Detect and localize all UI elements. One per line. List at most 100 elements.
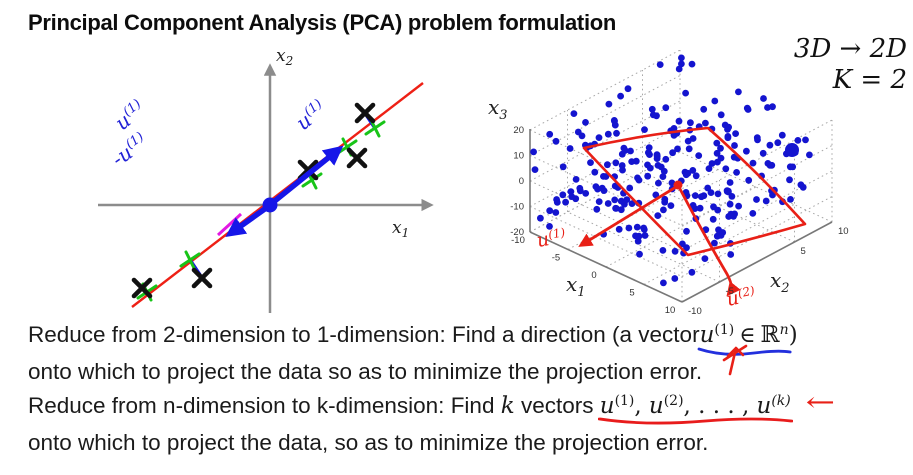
scatter-dot xyxy=(626,184,634,192)
x1-axis-label-3d: x1 xyxy=(566,272,586,300)
scatter-dot xyxy=(749,159,757,167)
grid-line xyxy=(529,129,683,201)
scatter-dot xyxy=(679,240,686,248)
paragraph-nd-to-kd: Reduce from n-dimension to k-dimension: … xyxy=(28,387,900,460)
scatter-dot xyxy=(595,198,603,206)
scatter-dot xyxy=(794,137,802,144)
scatter-dot xyxy=(789,163,797,171)
scatter-dot xyxy=(617,206,625,214)
scatter-dot xyxy=(634,237,642,245)
tick-label: 20 xyxy=(513,125,524,136)
grid-line xyxy=(679,151,833,223)
scatter-dot xyxy=(594,185,601,193)
scatter-dot xyxy=(678,54,685,62)
scatter-dot xyxy=(786,176,793,184)
data-cross xyxy=(346,147,368,169)
scatter-dot xyxy=(570,110,578,117)
scatter-dot xyxy=(562,198,569,206)
scatter-dot xyxy=(753,134,761,142)
math-u1-in-Rn: u(1) ∈ ℝn xyxy=(697,322,792,376)
scatter-dot xyxy=(611,121,619,129)
scatter-dot xyxy=(591,168,599,176)
tick-label: 10 xyxy=(665,305,676,316)
tick-label: 0 xyxy=(519,176,524,187)
data-cross xyxy=(191,267,213,289)
scatter-dot xyxy=(546,223,553,230)
tick-label: 5 xyxy=(629,288,634,299)
scatter-dot xyxy=(698,193,705,201)
scatter-dot xyxy=(656,61,664,68)
scatter-dot xyxy=(682,171,690,179)
scatter-dot xyxy=(612,159,620,167)
scatter-dot xyxy=(691,192,699,200)
scatter-dot xyxy=(593,205,601,213)
scatter-dot xyxy=(600,187,608,195)
scatter-dot xyxy=(724,134,732,142)
dimension-note: 3D → 2D K = 2 xyxy=(735,34,907,96)
scatter-dot xyxy=(787,196,794,203)
scatter-dot xyxy=(604,200,612,207)
scatter-dot xyxy=(730,153,738,161)
scatter-dot xyxy=(604,161,611,169)
scatter-dot xyxy=(645,144,653,151)
grid-line xyxy=(681,170,833,252)
scatter-dot xyxy=(660,279,667,287)
scatter-dot xyxy=(774,139,782,147)
scatter-dot xyxy=(709,215,717,223)
scatter-dot xyxy=(659,247,667,254)
math-u-vector-list: u(1), u(2), . . . , u(k) xyxy=(597,393,793,425)
scatter-dot xyxy=(654,212,662,220)
scatter-dot xyxy=(707,189,715,197)
scatter-dot xyxy=(692,172,700,180)
handwritten-u2-3d: u(2) xyxy=(724,283,757,311)
scatter-dot xyxy=(806,151,813,159)
scatter-dot xyxy=(613,129,620,137)
scatter-dot xyxy=(744,106,752,113)
scatter-dot xyxy=(632,232,639,240)
data-marks xyxy=(131,102,386,302)
scatter-dot xyxy=(566,145,574,152)
scatter-dot xyxy=(625,224,633,232)
tick-label: 10 xyxy=(838,226,849,237)
red-up-arrow-annotation xyxy=(722,344,747,376)
u1-arrow-3d xyxy=(578,185,678,247)
scatter-dot xyxy=(713,139,721,147)
scatter-dot xyxy=(695,152,703,159)
scatter-dot xyxy=(700,105,708,113)
tick-label: -20 xyxy=(510,227,524,238)
p1-line1: Reduce from 2-dimension to 1-dimension: … xyxy=(28,318,900,376)
p2-mid: vectors xyxy=(520,393,594,418)
scatter-dot xyxy=(702,119,709,127)
tick-label: -10 xyxy=(510,202,524,213)
scatter-dot xyxy=(653,155,661,162)
element-of-symbol: ∈ xyxy=(739,323,756,348)
scatter-dot xyxy=(641,126,648,133)
annotations: u(1) u(2) x3 x1 x2 20100-10-20-10-50510-… xyxy=(488,95,849,317)
scatter-dot xyxy=(649,111,657,119)
scatter-dot xyxy=(769,191,776,199)
scatter-dot xyxy=(636,250,643,258)
scatter-dot xyxy=(764,160,772,167)
scatter-dot xyxy=(711,239,718,247)
scatter-dot xyxy=(662,104,670,112)
scatter-dot xyxy=(657,163,665,171)
scatter-dot xyxy=(662,155,670,163)
scatter-dot xyxy=(640,224,648,232)
scatter-dot xyxy=(714,190,722,198)
scatter-dot xyxy=(778,131,786,139)
x1-axis-3d xyxy=(529,231,683,303)
scatter-dot xyxy=(688,60,696,68)
scatter-dot xyxy=(682,89,689,97)
scatter-dot xyxy=(572,176,580,183)
real-set-symbol: ℝ xyxy=(760,322,780,348)
scatter-dot xyxy=(715,226,722,234)
scatter-dot xyxy=(604,130,612,138)
scatter-dot xyxy=(696,204,704,212)
scatter-dot xyxy=(708,160,716,167)
scatter-dot xyxy=(641,232,649,239)
scatter-dot xyxy=(546,130,554,138)
scatter-dot xyxy=(611,196,619,204)
scatter-dot xyxy=(724,187,732,195)
red-left-arrow-annotation: ← xyxy=(805,387,835,418)
